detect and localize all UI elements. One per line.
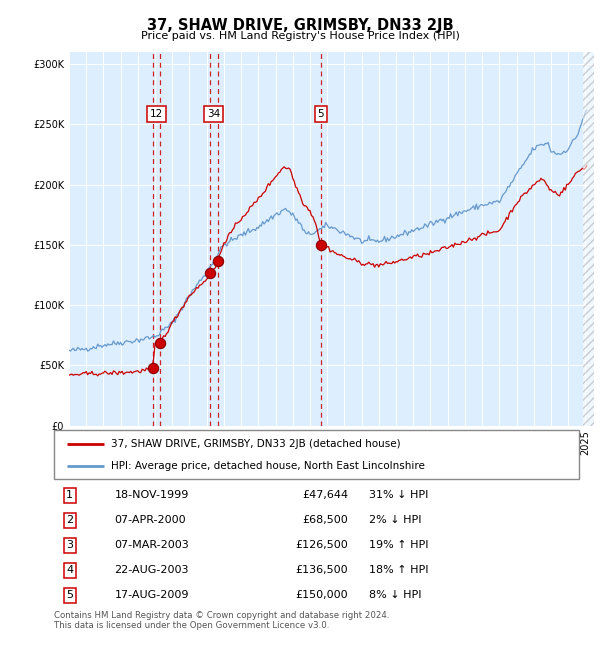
Point [316,240,326,250]
Text: 3: 3 [66,540,73,551]
Text: 18% ↑ HPI: 18% ↑ HPI [369,566,428,575]
Text: 2: 2 [66,515,73,525]
Text: 4: 4 [66,566,73,575]
Point [148,363,158,374]
Text: 1: 1 [66,491,73,500]
Text: 07-MAR-2003: 07-MAR-2003 [115,540,189,551]
Text: This data is licensed under the Open Government Licence v3.0.: This data is licensed under the Open Gov… [54,621,329,630]
Point [205,268,215,278]
Text: 19% ↑ HPI: 19% ↑ HPI [369,540,428,551]
Text: 2% ↓ HPI: 2% ↓ HPI [369,515,421,525]
Text: Price paid vs. HM Land Registry's House Price Index (HPI): Price paid vs. HM Land Registry's House … [140,31,460,41]
Bar [583,52,594,426]
Text: £68,500: £68,500 [302,515,348,525]
Point [213,256,223,266]
Text: 22-AUG-2003: 22-AUG-2003 [115,566,189,575]
Point [155,338,164,348]
Text: £136,500: £136,500 [295,566,348,575]
Text: 07-APR-2000: 07-APR-2000 [115,515,186,525]
Text: 5: 5 [66,590,73,600]
Text: 17-AUG-2009: 17-AUG-2009 [115,590,189,600]
Text: 12: 12 [149,109,163,119]
Text: 34: 34 [207,109,220,119]
Text: 5: 5 [317,109,324,119]
Text: 37, SHAW DRIVE, GRIMSBY, DN33 2JB: 37, SHAW DRIVE, GRIMSBY, DN33 2JB [146,18,454,33]
Text: £126,500: £126,500 [295,540,348,551]
Text: £150,000: £150,000 [295,590,348,600]
Text: 31% ↓ HPI: 31% ↓ HPI [369,491,428,500]
Text: HPI: Average price, detached house, North East Lincolnshire: HPI: Average price, detached house, Nort… [111,462,425,471]
Text: Contains HM Land Registry data © Crown copyright and database right 2024.: Contains HM Land Registry data © Crown c… [54,611,389,620]
Text: 18-NOV-1999: 18-NOV-1999 [115,491,189,500]
Text: 8% ↓ HPI: 8% ↓ HPI [369,590,421,600]
FancyBboxPatch shape [54,430,579,479]
Text: £47,644: £47,644 [302,491,348,500]
Text: 37, SHAW DRIVE, GRIMSBY, DN33 2JB (detached house): 37, SHAW DRIVE, GRIMSBY, DN33 2JB (detac… [111,439,400,449]
